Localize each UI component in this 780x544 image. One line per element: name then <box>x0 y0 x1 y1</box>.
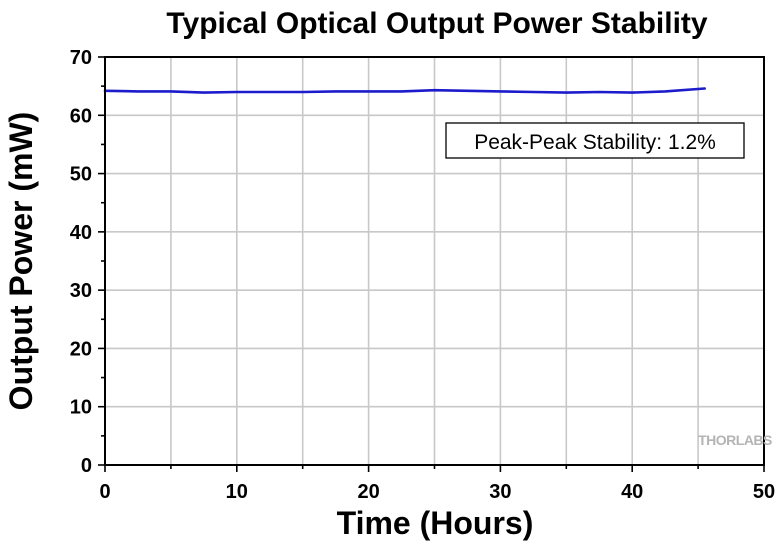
x-tick-label: 50 <box>753 481 775 503</box>
y-tick-label: 20 <box>70 338 92 360</box>
x-tick-label: 40 <box>621 481 643 503</box>
x-tick-label: 0 <box>99 481 110 503</box>
y-tick-label: 40 <box>70 222 92 244</box>
plot-frame <box>104 56 765 466</box>
watermark-logo: THORLABS <box>698 432 772 448</box>
x-tick-label: 10 <box>226 481 248 503</box>
y-tick-label: 60 <box>70 105 92 127</box>
x-axis-label: Time (Hours) <box>337 505 534 541</box>
tick-labels: 0 10 20 30 40 50 0 10 20 30 40 50 60 70 <box>70 47 775 503</box>
series-line <box>103 87 707 94</box>
axis-ticks <box>98 56 765 472</box>
y-axis-label: Output Power (mW) <box>3 112 39 411</box>
annotation-box: Peak-Peak Stability: 1.2% <box>445 122 745 159</box>
annotation-text: Peak-Peak Stability: 1.2% <box>474 131 716 154</box>
chart-title: Typical Optical Output Power Stability <box>166 7 708 40</box>
y-tick-label: 0 <box>81 455 92 477</box>
y-tick-label: 30 <box>70 280 92 302</box>
grid <box>105 57 764 465</box>
y-tick-label: 50 <box>70 164 92 186</box>
y-tick-label: 10 <box>70 397 92 419</box>
series-layer <box>103 87 707 94</box>
y-tick-label: 70 <box>70 47 92 69</box>
x-tick-label: 20 <box>357 481 379 503</box>
x-tick-label: 30 <box>489 481 511 503</box>
